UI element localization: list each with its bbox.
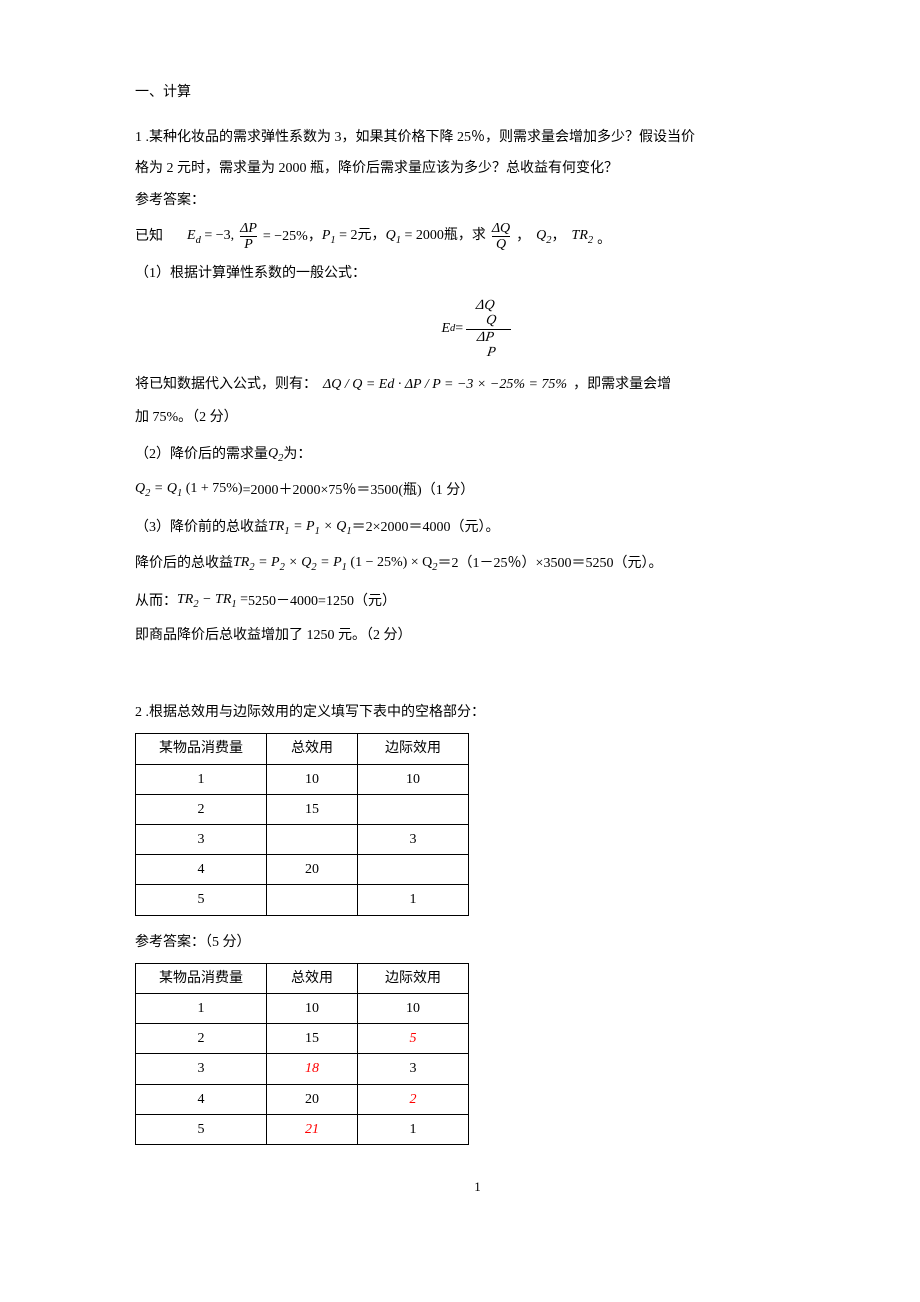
known-q1: Q1 = 2000瓶，求 [386,223,486,251]
q1-step1-formula: Ed = ΔQ Q ΔP P [135,298,820,361]
table-cell: 10 [267,764,358,794]
known-ed: Ed = −3, [187,223,234,251]
table-cell: 21 [267,1114,358,1144]
known-q2: Q2 [536,223,551,251]
q1-sub-line: 将已知数据代入公式，则有： ΔQ / Q = Ed · ΔP / P = −3 … [135,372,820,397]
page: 一、计算 1 .某种化妆品的需求弹性系数为 3，如果其价格下降 25％，则需求量… [0,0,920,1238]
page-number: 1 [135,1175,820,1198]
table-cell [267,885,358,915]
table-cell: 18 [267,1054,358,1084]
q1-step4: 从而： TR2 − TR1 = 5250－4000=1250（元） [135,587,820,615]
table-cell: 10 [267,993,358,1023]
th-qty: 某物品消费量 [136,963,267,993]
th-tu: 总效用 [267,734,358,764]
table-cell [267,825,358,855]
table-cell: 15 [267,794,358,824]
table-cell: 5 [136,1114,267,1144]
q1-step3a: （3）降价前的总收益 TR1 = P1 × Q1 ＝2×2000＝4000（元）… [135,514,820,542]
table-row: 11010 [136,993,469,1023]
known-dp-frac: ΔP P [236,221,261,253]
q1-prompt-line2: 格为 2 元时，需求量为 2000 瓶，降价后需求量应该为多少？总收益有何变化？ [135,156,820,181]
table-cell: 20 [267,855,358,885]
th-mu: 边际效用 [358,734,469,764]
table-row: 5211 [136,1114,469,1144]
known-p1: P1 = 2元， [322,223,386,251]
section-heading: 一、计算 [135,80,820,105]
table-cell: 1 [358,1114,469,1144]
q1-step2-eq: Q2 = Q1 (1 + 75%) =2000＋2000×75％＝3500(瓶)… [135,476,820,504]
known-dq-frac: ΔQ Q [488,221,514,253]
known-prefix: 已知 [135,224,163,249]
table-cell [358,855,469,885]
table-cell: 1 [136,764,267,794]
table-row: 420 [136,855,469,885]
table-header-row: 某物品消费量 总效用 边际效用 [136,734,469,764]
table-cell: 1 [136,993,267,1023]
table-cell: 3 [358,825,469,855]
table-row: 11010 [136,764,469,794]
q2-answer-label: 参考答案：（5 分） [135,930,820,955]
table-row: 2155 [136,1024,469,1054]
q1-known-line: 已知 Ed = −3, ΔP P = −25%， P1 = 2元， Q1 = 2… [135,221,820,253]
q2-prompt: 2 .根据总效用与边际效用的定义填写下表中的空格部分： [135,700,820,725]
table-cell: 4 [136,1084,267,1114]
q1-step2-label: （2）降价后的需求量 Q2 为： [135,441,820,469]
q1-prompt-line1: 1 .某种化妆品的需求弹性系数为 3，如果其价格下降 25％，则需求量会增加多少… [135,125,820,150]
table-cell: 1 [358,885,469,915]
table-cell: 20 [267,1084,358,1114]
table-cell: 3 [358,1054,469,1084]
table-cell: 3 [136,825,267,855]
q1-answer-label: 参考答案： [135,188,820,213]
th-tu: 总效用 [267,963,358,993]
table-row: 3183 [136,1054,469,1084]
th-mu: 边际效用 [358,963,469,993]
q1-step4-conclusion: 即商品降价后总收益增加了 1250 元。（2 分） [135,623,820,648]
q2-table-blank: 某物品消费量 总效用 边际效用 110102153342051 [135,733,469,915]
table-row: 4202 [136,1084,469,1114]
table-cell: 10 [358,764,469,794]
table-cell: 15 [267,1024,358,1054]
th-qty: 某物品消费量 [136,734,267,764]
table-cell: 4 [136,855,267,885]
table-row: 215 [136,794,469,824]
known-tr2: TR2 [572,223,594,251]
table-cell: 5 [136,885,267,915]
q2-table-answer: 某物品消费量 总效用 边际效用 110102155318342025211 [135,963,469,1145]
table-cell: 2 [136,794,267,824]
q1-sub-line2: 加 75%。（2 分） [135,405,820,430]
table-header-row: 某物品消费量 总效用 边际效用 [136,963,469,993]
table-cell: 10 [358,993,469,1023]
table-cell: 2 [358,1084,469,1114]
table-row: 33 [136,825,469,855]
table-cell: 3 [136,1054,267,1084]
q1-step1-line: （1）根据计算弹性系数的一般公式： [135,261,820,286]
table-row: 51 [136,885,469,915]
table-cell [358,794,469,824]
table-cell: 5 [358,1024,469,1054]
table-cell: 2 [136,1024,267,1054]
q1-step3b: 降价后的总收益 TR2 = P2 × Q2 = P1 (1 − 25%) × Q… [135,550,820,578]
